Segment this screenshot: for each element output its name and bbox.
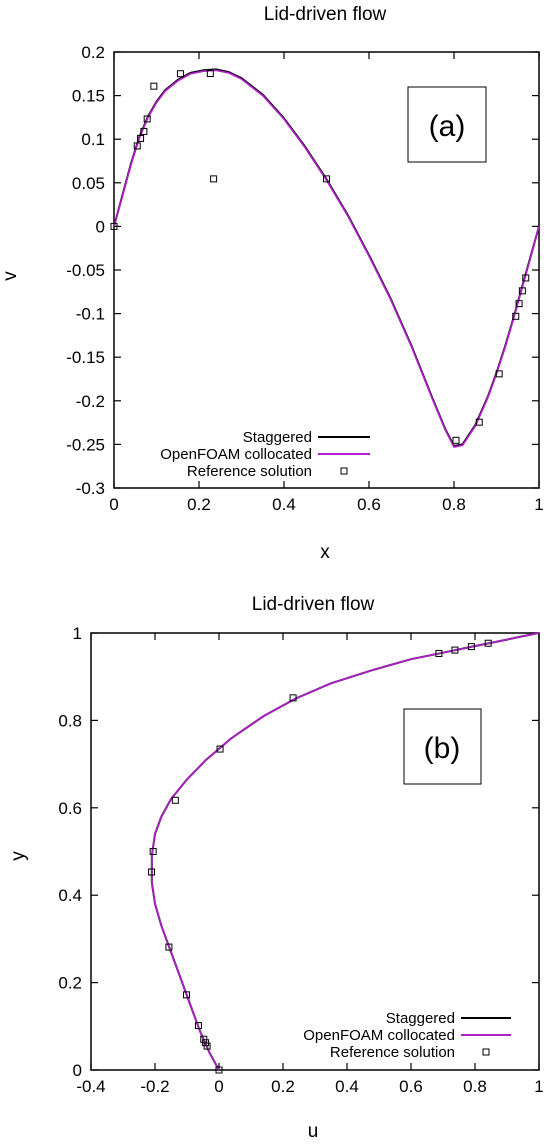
reference-point — [512, 312, 520, 320]
y-tick-label: 0.15 — [72, 87, 105, 106]
reference-point — [171, 796, 179, 804]
x-tick-label: 0.8 — [442, 495, 466, 514]
series-layer — [110, 68, 540, 448]
chart-title: Lid-driven flow — [264, 4, 387, 25]
reference-point — [215, 1066, 223, 1074]
legend-label: OpenFOAM collocated — [160, 446, 312, 463]
reference-point — [183, 991, 191, 999]
x-tick-label: 1 — [534, 495, 543, 514]
y-tick-label: 0 — [96, 217, 105, 236]
reference-point — [323, 175, 330, 183]
series-layer — [148, 632, 540, 1074]
reference-point — [452, 436, 460, 444]
y-tick-label: 0.05 — [72, 174, 105, 193]
y-tick-label: 0.4 — [58, 886, 82, 905]
reference-point — [148, 868, 156, 876]
x-tick-label: 0 — [214, 1077, 223, 1096]
legend-swatch — [482, 1048, 490, 1056]
chart-panel-b: Lid-driven flow 00.20.40.60.81 -0.4 -0.2 0… — [8, 594, 544, 1142]
x-tick-label: 0.8 — [463, 1077, 487, 1096]
reference-point — [518, 287, 526, 295]
y-tick-label: 1 — [73, 624, 82, 643]
x-axis-label: x — [320, 542, 330, 563]
x-axis-ticks: -0.4 -0.2 0 0.2 0.4 0.6 0.8 1 — [76, 633, 544, 1096]
x-tick-label: 0.2 — [271, 1077, 295, 1096]
y-tick-label: -0.1 — [76, 305, 105, 324]
y-axis-label: v — [0, 271, 21, 281]
reference-point — [150, 82, 158, 90]
legend-label: Staggered — [243, 429, 312, 446]
reference-point — [165, 943, 173, 951]
x-tick-label: 0.4 — [272, 495, 296, 514]
reference-point — [206, 70, 214, 78]
reference-point — [495, 370, 503, 378]
y-axis-ticks: 0 0.2 0.4 0.6 0.8 1 — [58, 624, 539, 1080]
reference-point — [200, 1035, 208, 1043]
reference-point — [435, 649, 443, 657]
legend-label: Reference solution — [187, 463, 312, 480]
y-axis-ticks: -0.3 -0.25 -0.2 -0.15 -0.1 -0.05 0 0.05 0.1 0.15 0… — [66, 43, 539, 498]
y-tick-label: 0.2 — [58, 974, 82, 993]
reference-point — [110, 222, 118, 230]
panel-label: (b) — [424, 732, 461, 765]
y-tick-label: 0.2 — [81, 43, 105, 62]
panel-label-box — [403, 708, 482, 785]
reference-point — [194, 1022, 202, 1030]
y-tick-label: 0.1 — [81, 130, 105, 149]
reference-point — [143, 115, 151, 123]
x-tick-label: 0.4 — [335, 1077, 359, 1096]
reference-point — [149, 848, 157, 855]
x-tick-label: -0.4 — [76, 1077, 105, 1096]
y-axis-label: y — [8, 851, 29, 861]
series-line-1 — [113, 69, 540, 448]
reference-point — [216, 745, 224, 753]
y-tick-label: -0.2 — [76, 392, 105, 411]
panel-label-box — [407, 86, 487, 163]
reference-point — [475, 418, 483, 426]
plot-frame — [90, 632, 540, 1071]
series-line-1 — [150, 632, 540, 1071]
y-tick-label: -0.25 — [66, 435, 105, 454]
reference-point — [210, 175, 218, 183]
panel-label: (a) — [429, 110, 466, 143]
reference-point — [515, 300, 523, 308]
x-axis-label: u — [308, 1121, 319, 1142]
x-tick-label: 0.2 — [187, 495, 211, 514]
legend-label: Reference solution — [330, 1044, 455, 1061]
x-tick-label: 0 — [109, 495, 118, 514]
y-tick-label: -0.05 — [66, 261, 105, 280]
series-line-0 — [150, 632, 540, 1071]
y-tick-label: 0.6 — [58, 799, 82, 818]
y-tick-label: -0.15 — [66, 348, 105, 367]
reference-point — [484, 639, 492, 647]
y-tick-label: 0.8 — [58, 711, 82, 730]
legend-swatch — [340, 467, 348, 475]
x-tick-label: 1 — [534, 1077, 543, 1096]
reference-point — [140, 127, 148, 135]
legend-label: OpenFOAM collocated — [303, 1027, 455, 1044]
chart-title: Lid-driven flow — [252, 594, 375, 615]
reference-point — [522, 274, 530, 282]
reference-point — [467, 643, 475, 651]
x-tick-label: 0.6 — [399, 1077, 423, 1096]
reference-point — [137, 134, 145, 142]
reference-point — [289, 694, 297, 702]
x-tick-label: -0.2 — [140, 1077, 169, 1096]
reference-point — [133, 142, 141, 150]
x-axis-ticks: 0 0.2 0.4 0.6 0.8 1 — [109, 52, 544, 514]
legend-label: Staggered — [386, 1010, 455, 1027]
reference-point — [451, 646, 459, 654]
chart-panel-a: Lid-driven flow -0.3-0.25-0.2-0.15-0.1-0… — [0, 4, 544, 563]
x-tick-label: 0.6 — [357, 495, 381, 514]
y-tick-label: 0 — [73, 1061, 82, 1080]
reference-point — [176, 70, 184, 78]
y-tick-label: -0.3 — [76, 479, 105, 498]
